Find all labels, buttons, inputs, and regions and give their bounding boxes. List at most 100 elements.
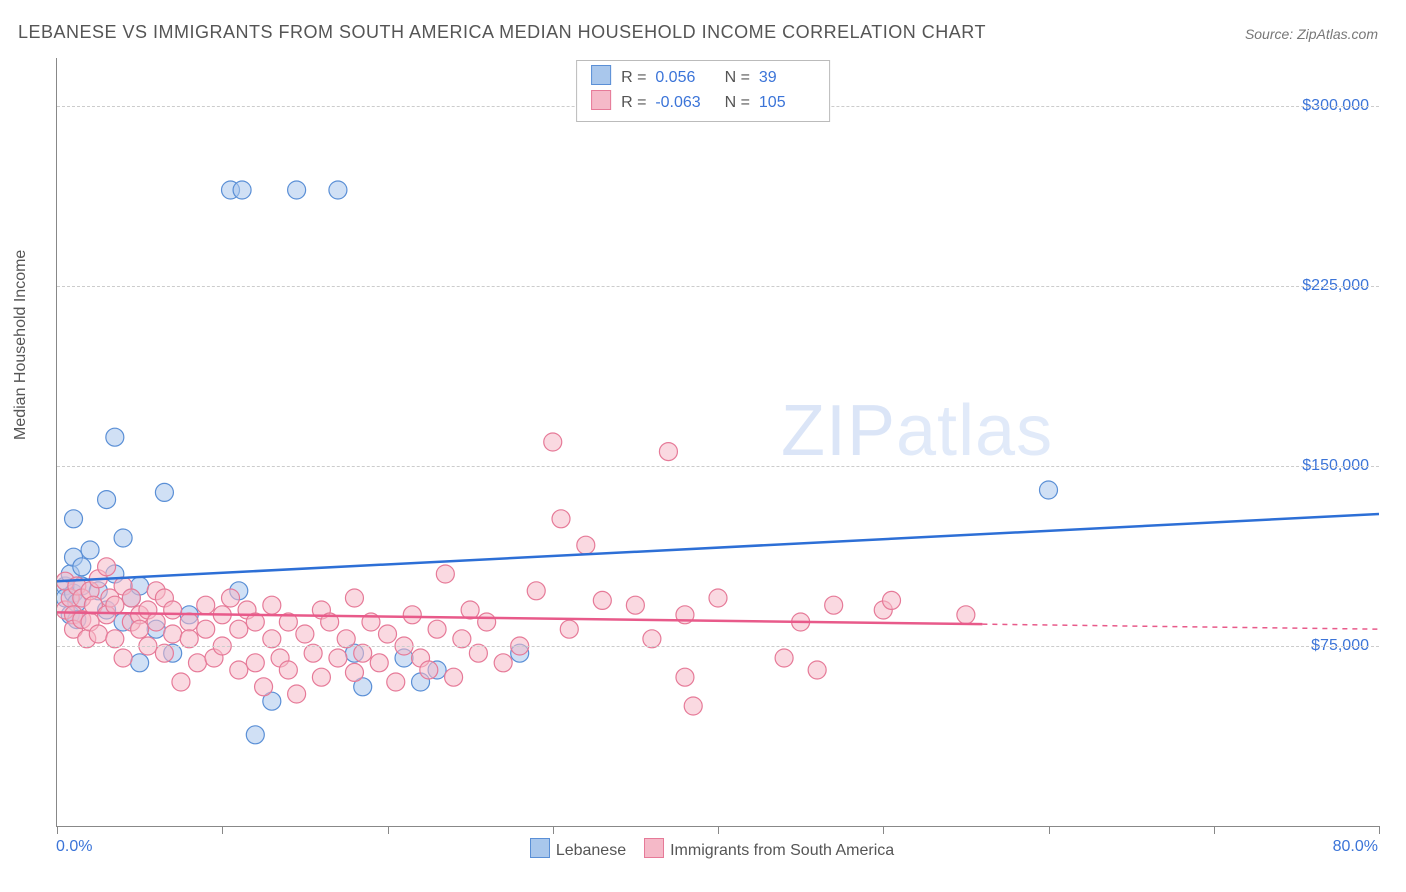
data-point [155,483,173,501]
data-point [577,536,595,554]
data-point [279,661,297,679]
trend-line [57,514,1379,581]
data-point [420,661,438,679]
data-point [131,620,149,638]
data-point [626,596,644,614]
x-tick [57,826,58,834]
data-point [957,606,975,624]
legend-swatch [591,90,611,110]
plot-area: $75,000$150,000$225,000$300,000 ZIPatlas [56,58,1379,827]
data-point [147,613,165,631]
data-point [312,668,330,686]
x-tick [222,826,223,834]
data-point [436,565,454,583]
data-point [164,625,182,643]
gridline [57,646,1379,647]
data-point [230,661,248,679]
x-tick [1214,826,1215,834]
data-point [775,649,793,667]
stats-row: R = -0.063 N = 105 [591,90,815,115]
legend-label: Immigrants from South America [670,842,894,859]
data-point [246,726,264,744]
data-point [197,620,215,638]
data-point [684,697,702,715]
legend-swatch [644,838,664,858]
x-tick [388,826,389,834]
data-point [428,620,446,638]
data-point [65,510,83,528]
data-point [255,678,273,696]
data-point [544,433,562,451]
data-point [825,596,843,614]
legend-swatch [591,65,611,85]
n-value: 105 [759,91,815,115]
y-axis-label: Median Household Income [12,250,30,440]
source-label: Source: ZipAtlas.com [1245,26,1378,42]
data-point [1040,481,1058,499]
data-point [98,558,116,576]
stats-box: R = 0.056 N = 39R = -0.063 N = 105 [576,60,830,122]
data-point [345,589,363,607]
data-point [883,591,901,609]
data-point [387,673,405,691]
r-value: -0.063 [655,91,711,115]
data-point [445,668,463,686]
data-point [122,589,140,607]
data-point [288,181,306,199]
x-tick [883,826,884,834]
data-point [461,601,479,619]
data-point [560,620,578,638]
x-tick [718,826,719,834]
data-point [81,541,99,559]
n-value: 39 [759,66,815,90]
data-point [379,625,397,643]
legend-swatch [530,838,550,858]
data-point [233,181,251,199]
data-point [263,596,281,614]
data-point [106,428,124,446]
data-point [180,613,198,631]
data-point [296,625,314,643]
gridline [57,466,1379,467]
data-point [188,654,206,672]
x-tick [1049,826,1050,834]
chart-title: LEBANESE VS IMMIGRANTS FROM SOUTH AMERIC… [18,22,986,43]
data-point [403,606,421,624]
data-point [222,589,240,607]
data-point [552,510,570,528]
data-point [659,443,677,461]
data-point [329,181,347,199]
data-point [370,654,388,672]
stats-row: R = 0.056 N = 39 [591,65,815,90]
x-tick [553,826,554,834]
data-point [709,589,727,607]
data-point [197,596,215,614]
data-point [131,654,149,672]
data-point [89,625,107,643]
data-point [478,613,496,631]
x-tick [1379,826,1380,834]
legend-bottom: Lebanese Immigrants from South America [0,838,1406,860]
data-point [73,558,91,576]
data-point [527,582,545,600]
data-point [230,620,248,638]
legend-label: Lebanese [556,842,626,859]
data-point [106,596,124,614]
data-point [246,654,264,672]
data-point [593,591,611,609]
gridline [57,286,1379,287]
scatter-svg [57,58,1379,826]
data-point [676,668,694,686]
data-point [98,491,116,509]
data-point [345,663,363,681]
data-point [808,661,826,679]
r-value: 0.056 [655,66,711,90]
data-point [114,649,132,667]
trend-line-dashed [982,624,1379,629]
data-point [494,654,512,672]
data-point [164,601,182,619]
data-point [288,685,306,703]
data-point [329,649,347,667]
data-point [172,673,190,691]
data-point [114,529,132,547]
